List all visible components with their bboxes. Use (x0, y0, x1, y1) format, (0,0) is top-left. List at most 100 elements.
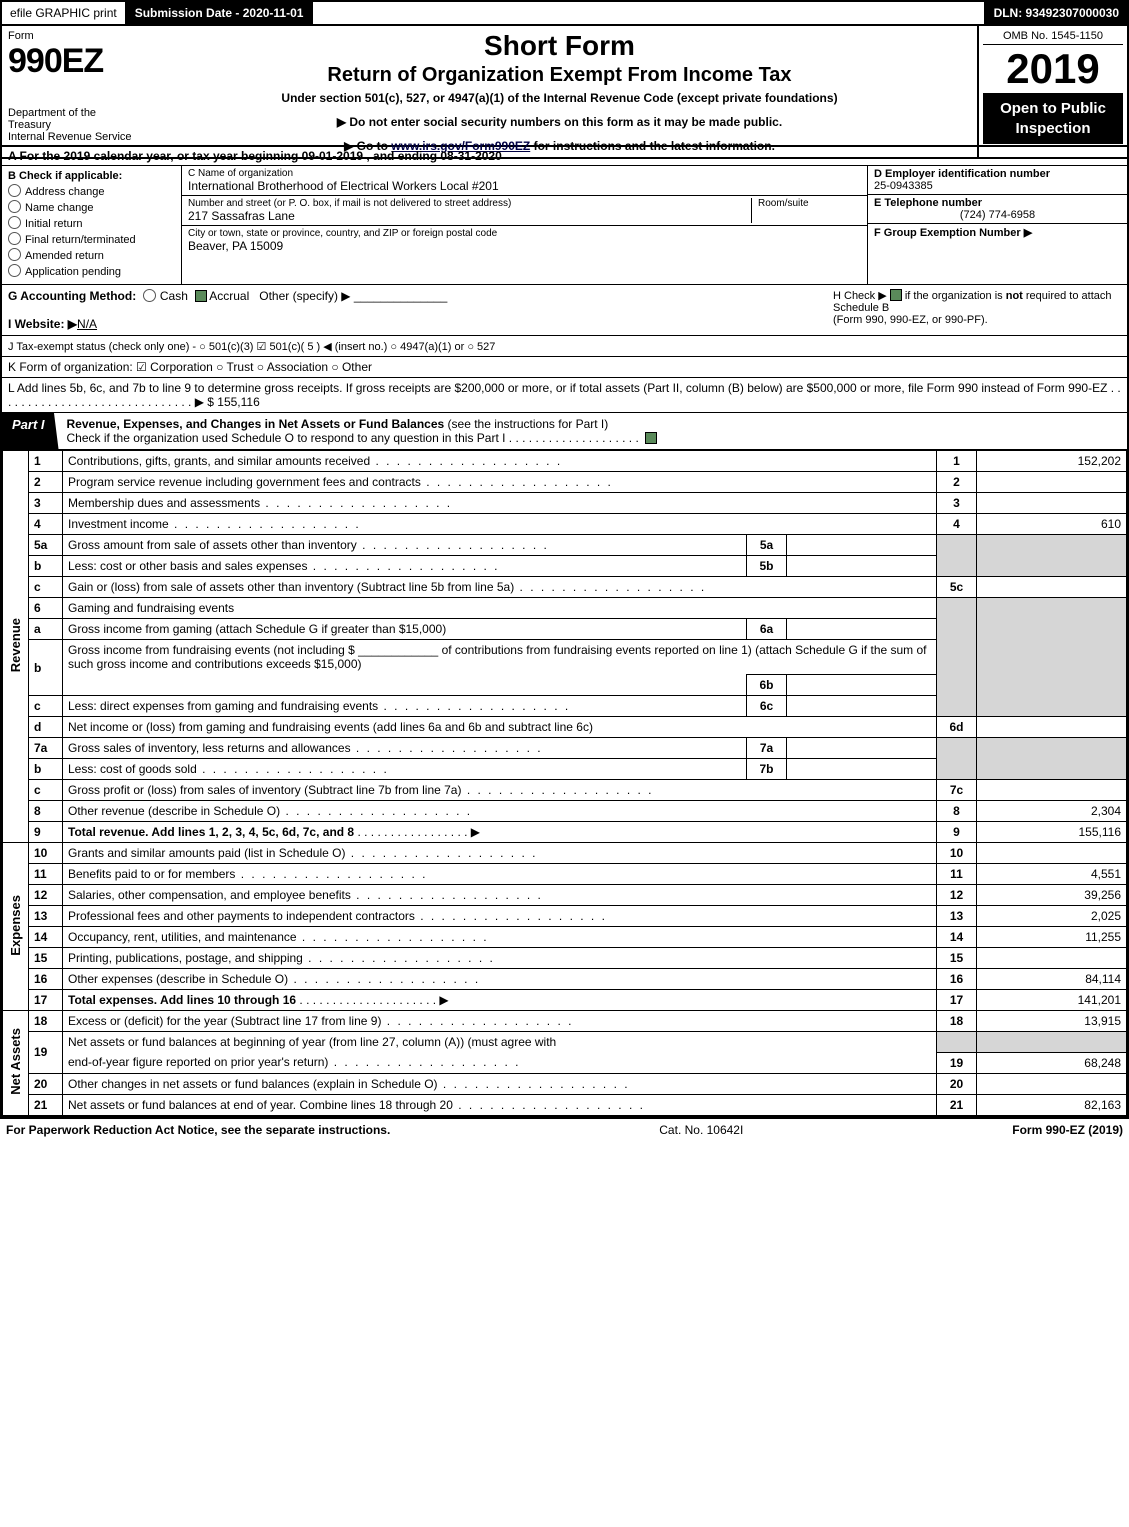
line-18: Net Assets 18 Excess or (deficit) for th… (3, 1011, 1127, 1032)
line-19b: end-of-year figure reported on prior yea… (3, 1052, 1127, 1073)
form-number-block: Form 990EZ (2, 26, 142, 157)
chk-name-change[interactable]: Name change (8, 200, 175, 214)
l4-desc: Investment income (63, 514, 937, 535)
l10-amt (977, 843, 1127, 864)
l9-amt: 155,116 (977, 822, 1127, 843)
l5c-box: 5c (937, 577, 977, 598)
l7a-box: 7a (747, 738, 787, 759)
l9-box: 9 (937, 822, 977, 843)
l3-num: 3 (29, 493, 63, 514)
efile-print[interactable]: efile GRAPHIC print (2, 2, 127, 24)
l2-desc: Program service revenue including govern… (63, 472, 937, 493)
tel-value: (724) 774-6958 (874, 209, 1121, 221)
submission-date: Submission Date - 2020-11-01 (127, 2, 314, 24)
l7b-amt (787, 759, 937, 780)
line-12: 12 Salaries, other compensation, and emp… (3, 885, 1127, 906)
l15-box: 15 (937, 948, 977, 969)
h-text2: if the organization is (905, 290, 1006, 302)
l13-amt: 2,025 (977, 906, 1127, 927)
l15-num: 15 (29, 948, 63, 969)
footer-left: For Paperwork Reduction Act Notice, see … (6, 1123, 390, 1137)
part-1-schedule-o-check[interactable] (645, 432, 657, 444)
chk-initial-return[interactable]: Initial return (8, 216, 175, 230)
l6a-desc: Gross income from gaming (attach Schedul… (63, 619, 747, 640)
l6d-num: d (29, 717, 63, 738)
note-ssn: ▶ Do not enter social security numbers o… (150, 115, 969, 129)
netassets-vlabel: Net Assets (3, 1011, 29, 1116)
line-8: 8 Other revenue (describe in Schedule O)… (3, 801, 1127, 822)
part-1-title-rest: (see the instructions for Part I) (444, 417, 608, 431)
line-1: Revenue 1 Contributions, gifts, grants, … (3, 451, 1127, 472)
g-accrual-check[interactable] (195, 290, 207, 302)
chk-address-change[interactable]: Address change (8, 184, 175, 198)
l2-amt (977, 472, 1127, 493)
l16-num: 16 (29, 969, 63, 990)
h-not: not (1006, 290, 1023, 302)
l4-amt: 610 (977, 514, 1127, 535)
section-c: C Name of organization International Bro… (182, 166, 867, 284)
chk-amended-return[interactable]: Amended return (8, 248, 175, 262)
l5b-desc: Less: cost or other basis and sales expe… (63, 556, 747, 577)
l8-num: 8 (29, 801, 63, 822)
section-b-heading: B Check if applicable: (8, 170, 175, 182)
l14-desc: Occupancy, rent, utilities, and maintena… (63, 927, 937, 948)
l11-amt: 4,551 (977, 864, 1127, 885)
g-label: G Accounting Method: (8, 289, 136, 303)
l5a-box: 5a (747, 535, 787, 556)
l5c-num: c (29, 577, 63, 598)
l13-desc: Professional fees and other payments to … (63, 906, 937, 927)
l3-amt (977, 493, 1127, 514)
street-value: 217 Sassafras Lane (188, 209, 295, 223)
form-body: Form 990EZ Short Form Return of Organiza… (0, 26, 1129, 1118)
l19-num: 19 (29, 1032, 63, 1074)
h-text1: H Check ▶ (833, 290, 887, 302)
org-name-value: International Brotherhood of Electrical … (188, 179, 499, 193)
revenue-vlabel: Revenue (3, 451, 29, 843)
topbar-spacer (313, 2, 985, 24)
l6b-spacer (63, 675, 747, 696)
l16-box: 16 (937, 969, 977, 990)
l1-desc: Contributions, gifts, grants, and simila… (63, 451, 937, 472)
l-amount: $ 155,116 (207, 395, 260, 409)
l5b-box: 5b (747, 556, 787, 577)
l19-grey-amt (977, 1032, 1127, 1053)
l17-num: 17 (29, 990, 63, 1011)
g-cash[interactable]: Cash (143, 289, 188, 303)
l14-num: 14 (29, 927, 63, 948)
line-6d: d Net income or (loss) from gaming and f… (3, 717, 1127, 738)
part-1-table: Revenue 1 Contributions, gifts, grants, … (2, 450, 1127, 1116)
h-checkbox[interactable] (890, 289, 902, 301)
l4-num: 4 (29, 514, 63, 535)
l8-box: 8 (937, 801, 977, 822)
line-19a: 19 Net assets or fund balances at beginn… (3, 1032, 1127, 1053)
chk-final-return[interactable]: Final return/terminated (8, 232, 175, 246)
tax-year: 2019 (983, 45, 1123, 93)
footer-cat-no: Cat. No. 10642I (390, 1123, 1012, 1137)
subtitle: Under section 501(c), 527, or 4947(a)(1)… (150, 91, 969, 105)
line-7c: c Gross profit or (loss) from sales of i… (3, 780, 1127, 801)
l14-amt: 11,255 (977, 927, 1127, 948)
l3-box: 3 (937, 493, 977, 514)
l6c-amt (787, 696, 937, 717)
ein-label: D Employer identification number (874, 168, 1050, 180)
footer-right: Form 990-EZ (2019) (1012, 1123, 1123, 1137)
l11-box: 11 (937, 864, 977, 885)
form-number: 990EZ (8, 42, 136, 81)
l7a-amt (787, 738, 937, 759)
l15-amt (977, 948, 1127, 969)
l6b-desc1: Gross income from fundraising events (no… (63, 640, 937, 675)
l7ab-grey-amt (977, 738, 1127, 780)
g-accrual: Accrual (209, 289, 249, 303)
l17-amt: 141,201 (977, 990, 1127, 1011)
chk-application-pending[interactable]: Application pending (8, 264, 175, 278)
l18-num: 18 (29, 1011, 63, 1032)
l16-amt: 84,114 (977, 969, 1127, 990)
l10-box: 10 (937, 843, 977, 864)
line-16: 16 Other expenses (describe in Schedule … (3, 969, 1127, 990)
line-9: 9 Total revenue. Add lines 1, 2, 3, 4, 5… (3, 822, 1127, 843)
l20-desc: Other changes in net assets or fund bala… (63, 1073, 937, 1094)
room-label: Room/suite (758, 198, 861, 209)
line-17: 17 Total expenses. Add lines 10 through … (3, 990, 1127, 1011)
l6c-desc: Less: direct expenses from gaming and fu… (63, 696, 747, 717)
omb-number: OMB No. 1545-1150 (983, 28, 1123, 45)
